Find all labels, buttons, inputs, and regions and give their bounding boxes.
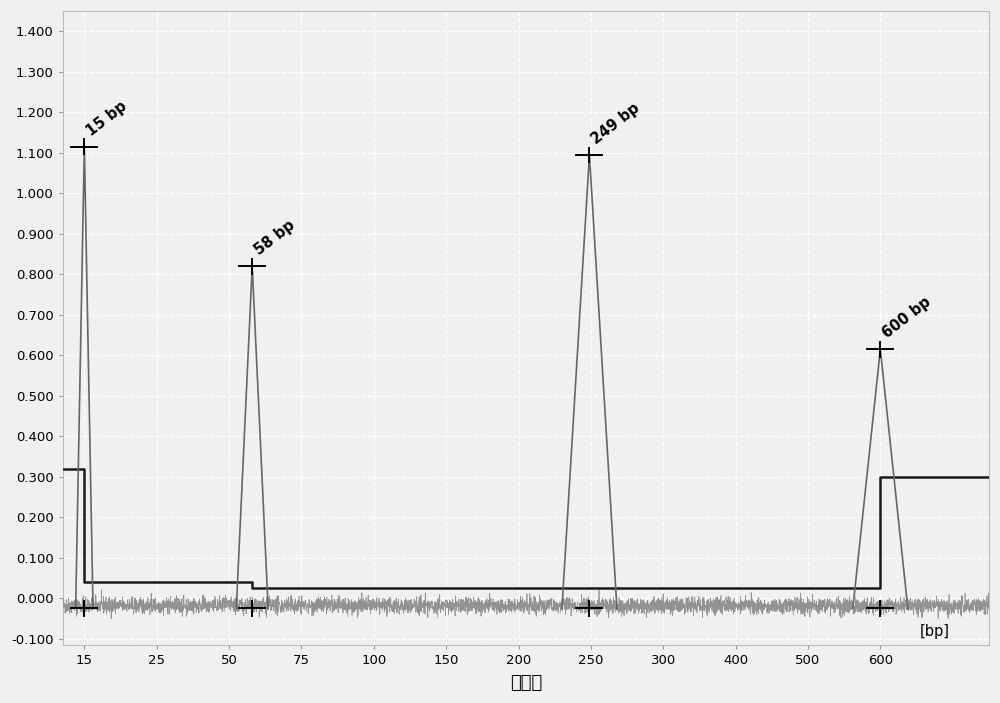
Text: 15 bp: 15 bp (84, 98, 130, 138)
Text: [bp]: [bp] (920, 624, 950, 639)
Text: 600 bp: 600 bp (880, 295, 934, 341)
X-axis label: 峰大小: 峰大小 (510, 674, 542, 692)
Text: 249 bp: 249 bp (589, 100, 643, 147)
Text: 58 bp: 58 bp (252, 218, 298, 258)
